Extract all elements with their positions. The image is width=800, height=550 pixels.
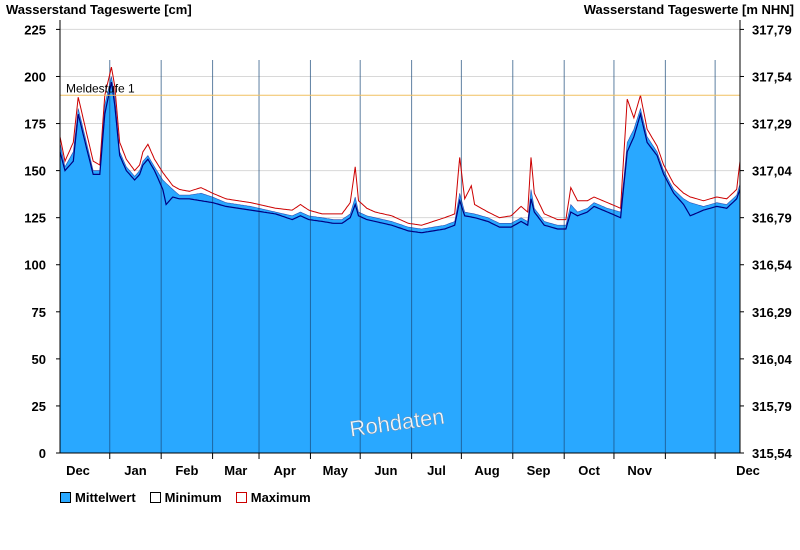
legend-swatch-minimum <box>149 492 161 503</box>
y-tick-label-right: 315,79 <box>752 399 792 414</box>
legend-label-mittelwert: Mittelwert <box>75 490 136 505</box>
legend-item-mittelwert: Mittelwert <box>60 490 136 505</box>
x-tick-label-month: Feb <box>175 463 198 478</box>
x-tick-label-month: Jun <box>374 463 397 478</box>
legend-swatch-mittelwert <box>60 492 71 503</box>
series-area-mittelwert <box>60 76 740 453</box>
x-tick-label-month: May <box>323 463 349 478</box>
y-tick-label-right: 316,54 <box>752 258 793 273</box>
y-tick-label-left: 25 <box>32 399 46 414</box>
series-line-mittelwert <box>59 76 741 230</box>
legend-swatch-maximum <box>235 492 247 503</box>
legend: Mittelwert Minimum Maximum <box>60 490 311 505</box>
y-axis-title-left: Wasserstand Tageswerte [cm] <box>6 2 192 17</box>
y-tick-label-left: 50 <box>32 352 46 367</box>
y-tick-label-left: 0 <box>39 446 46 461</box>
y-tick-label-left: 175 <box>24 117 46 132</box>
y-tick-label-right: 317,29 <box>752 117 792 132</box>
y-axis-title-right: Wasserstand Tageswerte [m NHN] <box>583 2 794 17</box>
y-tick-label-right: 316,29 <box>752 305 792 320</box>
y-tick-label-right: 315,54 <box>752 446 793 461</box>
y-tick-label-right: 316,79 <box>752 211 792 226</box>
x-tick-label-month: Nov <box>627 463 652 478</box>
y-tick-label-right: 317,79 <box>752 22 792 37</box>
legend-item-maximum: Maximum <box>235 490 311 505</box>
legend-item-minimum: Minimum <box>149 490 222 505</box>
y-tick-label-right: 316,04 <box>752 352 793 367</box>
y-tick-label-left: 225 <box>24 22 46 37</box>
threshold-label: Meldestufe 1 <box>66 81 135 95</box>
x-tick-label-month: Oct <box>578 463 600 478</box>
series-line-minimum <box>59 81 741 234</box>
legend-label-minimum: Minimum <box>164 490 222 505</box>
y-tick-label-left: 200 <box>24 69 46 84</box>
x-tick-label-month: Mar <box>224 463 247 478</box>
y-tick-label-left: 100 <box>24 258 46 273</box>
y-tick-label-left: 75 <box>32 305 46 320</box>
x-tick-label-month: Dec <box>736 463 760 478</box>
y-tick-label-left: 125 <box>24 211 46 226</box>
y-tick-label-right: 317,54 <box>752 69 793 84</box>
x-tick-label-month: Jan <box>124 463 146 478</box>
x-tick-label-month: Jul <box>427 463 446 478</box>
x-tick-label-month: Sep <box>527 463 551 478</box>
series-line-maximum <box>59 66 741 226</box>
x-tick-label-month: Aug <box>474 463 499 478</box>
y-tick-label-left: 150 <box>24 164 46 179</box>
y-tick-label-right: 317,04 <box>752 164 793 179</box>
legend-label-maximum: Maximum <box>250 490 311 505</box>
x-tick-label-month: Apr <box>274 463 296 478</box>
x-tick-label-month: Dec <box>66 463 90 478</box>
